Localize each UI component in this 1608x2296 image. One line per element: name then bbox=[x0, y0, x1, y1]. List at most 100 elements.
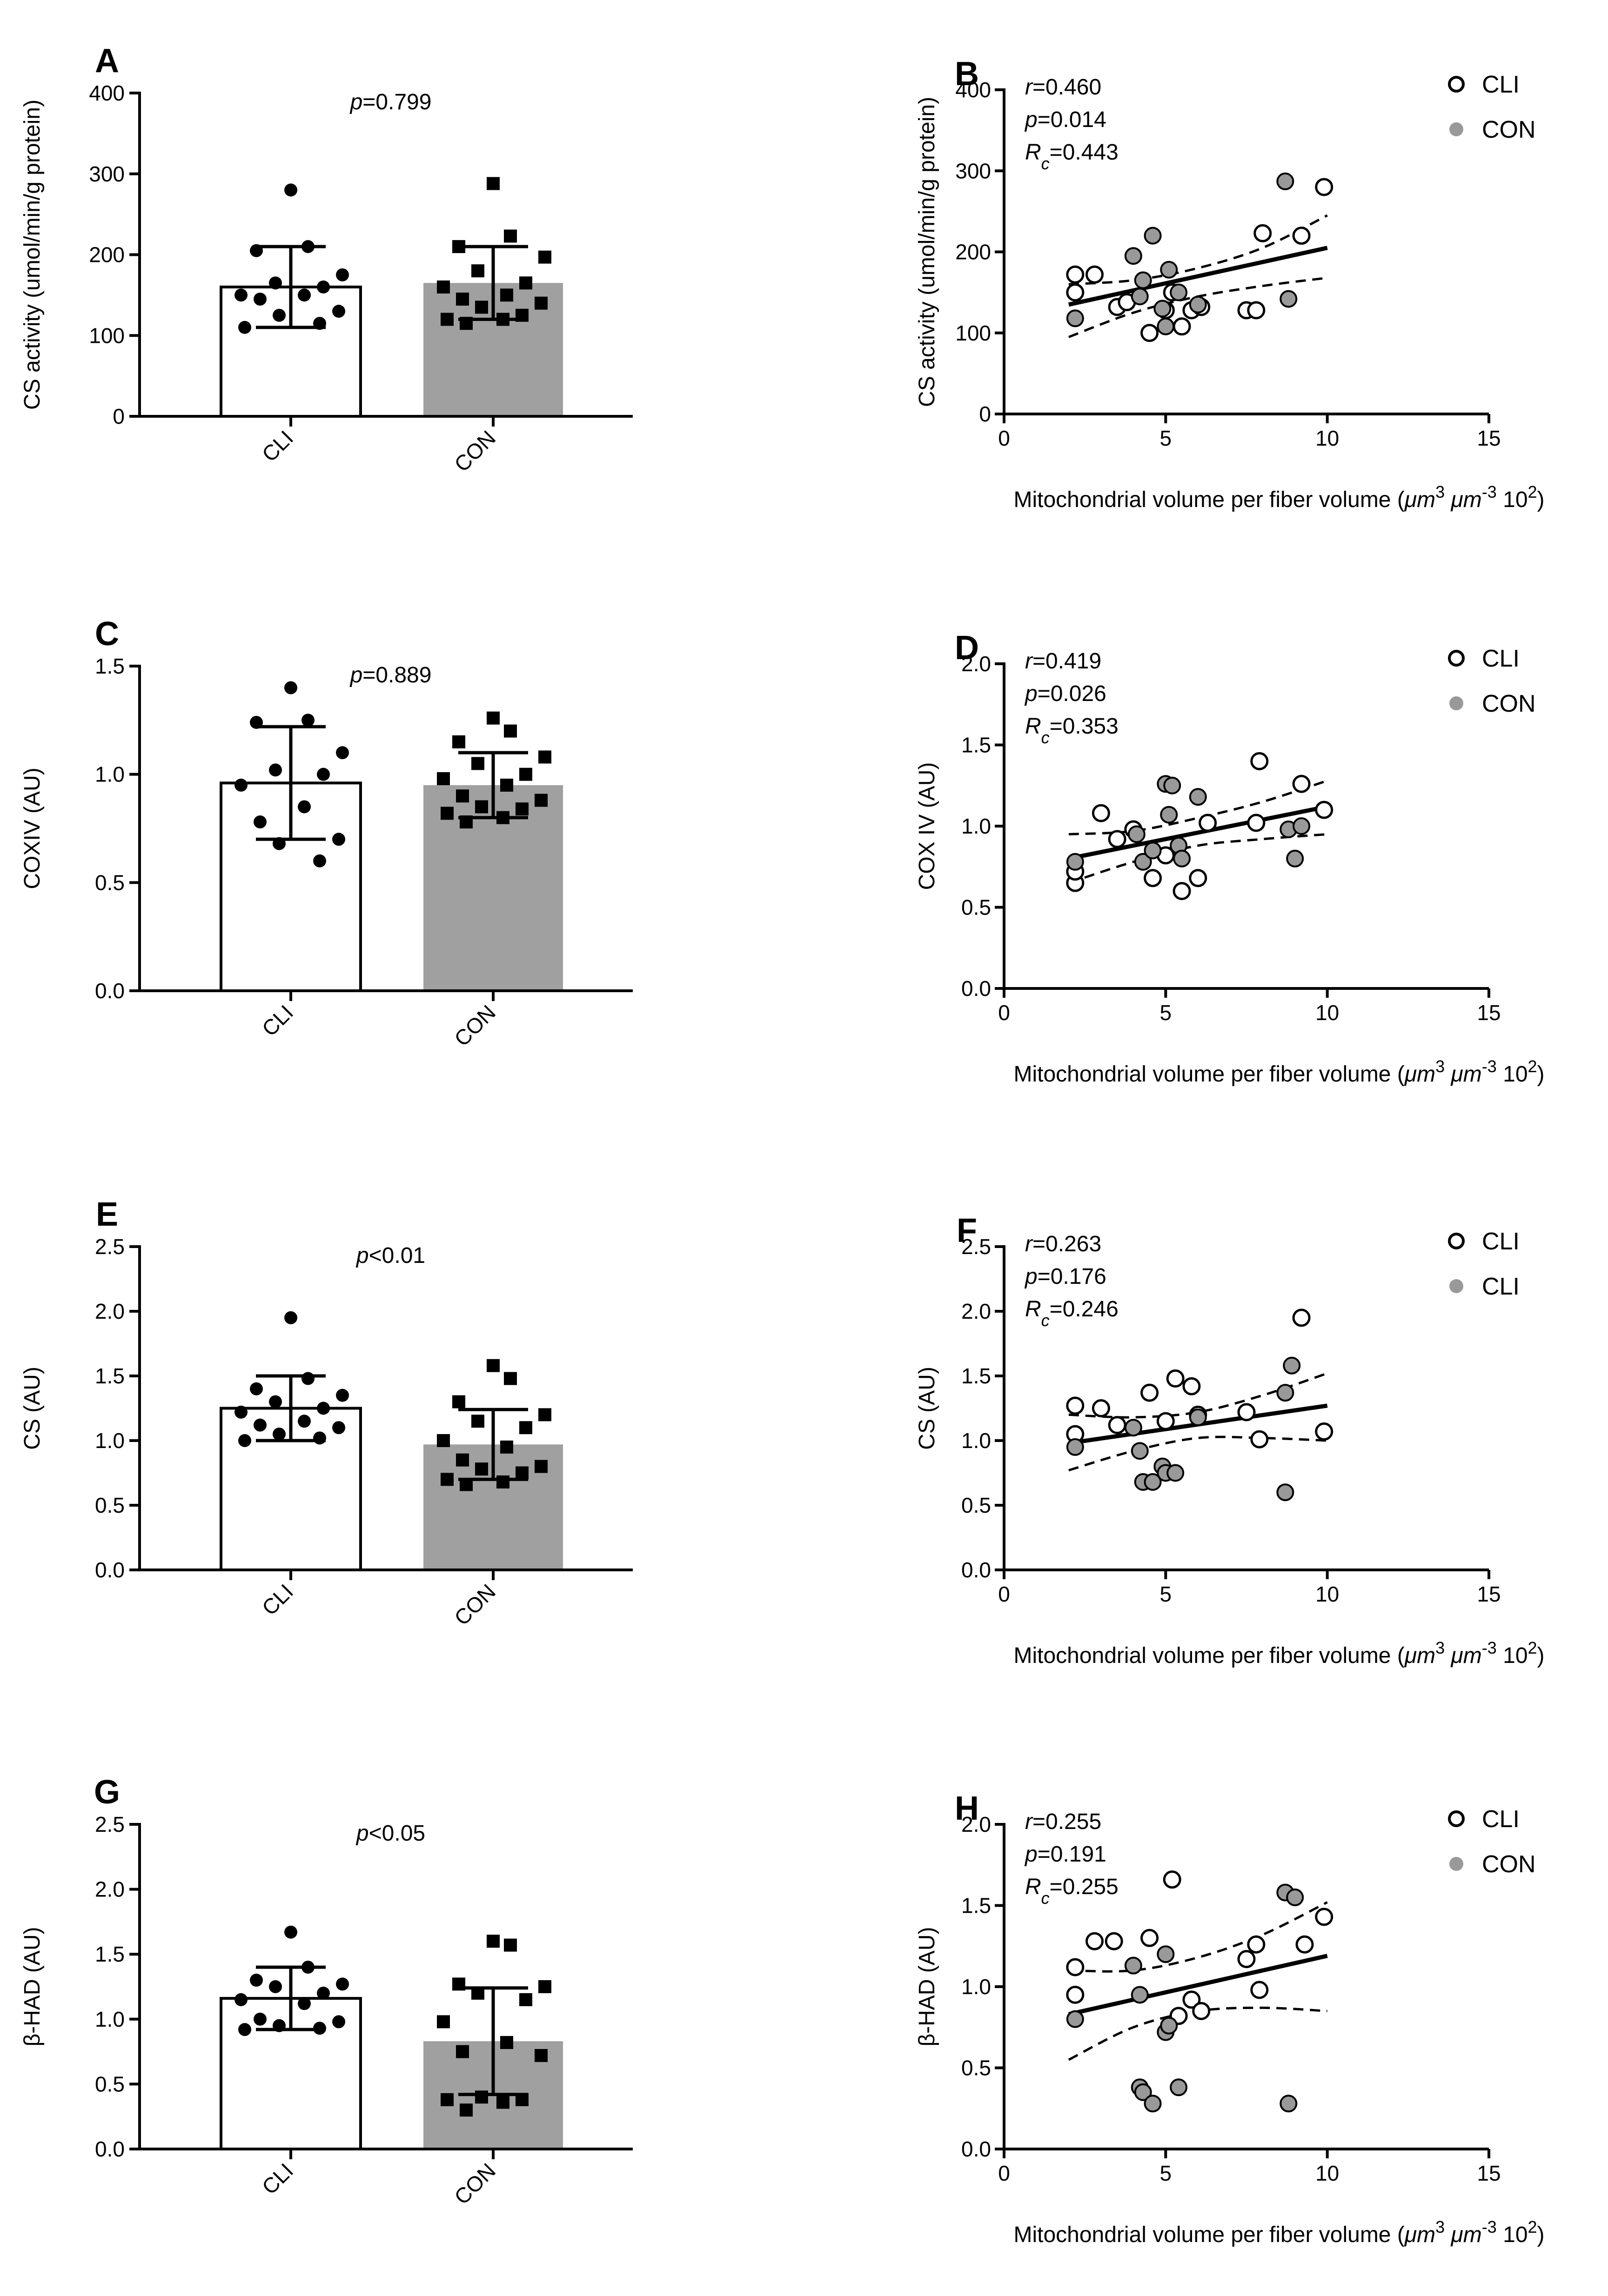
stat-r-symbol: r bbox=[1025, 1232, 1033, 1256]
data-point-cli bbox=[1237, 1950, 1256, 1969]
panel-letter: C bbox=[95, 615, 119, 653]
data-point-con bbox=[1144, 2095, 1162, 2113]
data-point-cli bbox=[269, 1395, 282, 1408]
x-label-exp: 3 bbox=[1435, 1057, 1445, 1076]
data-point-con bbox=[1131, 287, 1149, 306]
x-tick-label: 10 bbox=[1315, 1001, 1339, 1025]
stat-r-value: =0.460 bbox=[1032, 75, 1101, 100]
data-point-con bbox=[1066, 853, 1084, 871]
legend-marker-con bbox=[1449, 1857, 1463, 1871]
x-label-exp: 2 bbox=[1528, 1638, 1537, 1657]
y-tick-label: 0 bbox=[113, 404, 125, 428]
data-point-con bbox=[1189, 295, 1207, 314]
data-point-con bbox=[538, 1980, 551, 1993]
data-point-con bbox=[538, 250, 551, 264]
panel-d: D 0.0 0.5 1.0 1.5 2.0 0 5 10 15 COX IV (AU) Mitocho… bbox=[915, 629, 1545, 1087]
ci-lower-band bbox=[1068, 1435, 1327, 1472]
y-axis-label: CS (AU) bbox=[20, 1367, 45, 1450]
y-tick-label: 1.0 bbox=[961, 1975, 991, 1999]
x-label-exp: 3 bbox=[1435, 482, 1445, 501]
data-point-con bbox=[437, 2015, 450, 2029]
y-tick-label: 2.0 bbox=[961, 1299, 991, 1323]
x-tick-label: 15 bbox=[1477, 1001, 1501, 1025]
stat-rc-sub: c bbox=[1041, 728, 1050, 747]
data-point-cli bbox=[1163, 1870, 1181, 1889]
y-tick-label: 400 bbox=[955, 78, 991, 102]
y-tick-label: 1.5 bbox=[95, 654, 125, 678]
data-point-con bbox=[437, 772, 450, 785]
data-point-cli bbox=[284, 1925, 297, 1939]
data-point-cli bbox=[1166, 1369, 1185, 1388]
ci-upper-band bbox=[1068, 779, 1328, 835]
x-tick-label: 5 bbox=[1160, 426, 1172, 450]
p-value: <0.01 bbox=[369, 1243, 425, 1268]
data-point-cli bbox=[1192, 2002, 1211, 2020]
legend-marker-cli bbox=[1448, 650, 1465, 667]
data-point-cli bbox=[1315, 801, 1333, 819]
stat-rc-value: =0.353 bbox=[1050, 714, 1119, 739]
data-point-con bbox=[1124, 1956, 1142, 1975]
p-value-annotation: p=0.889 bbox=[349, 663, 432, 687]
y-tick-label: 0 bbox=[979, 402, 991, 426]
stat-r-symbol: r bbox=[1025, 1809, 1033, 1834]
data-point-cli bbox=[254, 2012, 267, 2026]
data-point-con bbox=[1160, 2016, 1178, 2035]
data-point-cli bbox=[1292, 1308, 1311, 1327]
x-label-exp: 2 bbox=[1528, 2217, 1537, 2236]
data-point-con bbox=[500, 1440, 513, 1454]
legend-marker-cli bbox=[1448, 76, 1465, 93]
data-point-con bbox=[535, 794, 548, 807]
data-point-cli bbox=[1315, 178, 1333, 196]
y-tick-label: 100 bbox=[955, 321, 991, 345]
legend-marker-con bbox=[1449, 1279, 1463, 1293]
data-point-con bbox=[456, 1453, 469, 1467]
y-tick-label: 0.5 bbox=[95, 2072, 125, 2096]
y-tick-label: 2.5 bbox=[961, 1235, 991, 1259]
panel-f: F 0.0 0.5 1.0 1.5 2.0 2.5 0 5 10 15 CS (AU) Mitochon… bbox=[915, 1212, 1545, 1668]
x-label-exp: -3 bbox=[1482, 1638, 1497, 1657]
data-point-con bbox=[460, 2103, 473, 2117]
x-label-text: Mitochondrial volume per fiber volume ( bbox=[1013, 487, 1404, 512]
x-label-ten: 10 bbox=[1497, 1062, 1528, 1087]
stat-p-value: =0.026 bbox=[1038, 681, 1106, 706]
data-point-cli bbox=[1066, 265, 1085, 284]
y-tick-label: 0.5 bbox=[961, 2056, 991, 2080]
regression-line bbox=[1068, 804, 1328, 861]
panel-letter: F bbox=[957, 1212, 977, 1249]
y-tick-label: 0.5 bbox=[95, 1493, 125, 1517]
stat-rc-symbol: R bbox=[1025, 1297, 1041, 1322]
data-point-cli bbox=[1292, 774, 1311, 793]
stat-r-value: =0.255 bbox=[1032, 1809, 1101, 1834]
data-point-cli bbox=[332, 1421, 345, 1435]
data-point-con bbox=[1189, 788, 1207, 806]
data-point-cli bbox=[1189, 869, 1207, 888]
x-tick-label: 15 bbox=[1477, 1582, 1501, 1606]
x-tick-label: 10 bbox=[1315, 2161, 1339, 2185]
data-point-con bbox=[1276, 172, 1294, 190]
data-point-cli bbox=[238, 2023, 251, 2036]
p-value: <0.05 bbox=[369, 1821, 425, 1846]
x-label-close: ) bbox=[1537, 1643, 1545, 1668]
data-point-cli bbox=[336, 746, 349, 760]
data-point-cli bbox=[1085, 265, 1104, 284]
p-symbol: p bbox=[349, 663, 363, 687]
data-point-cli bbox=[284, 183, 297, 197]
y-axis-label: β-HAD (AU) bbox=[20, 1927, 45, 2047]
y-tick-label: 0.0 bbox=[961, 1558, 991, 1582]
data-point-con bbox=[441, 807, 454, 820]
data-point-cli bbox=[250, 1974, 263, 1987]
x-label-text: Mitochondrial volume per fiber volume ( bbox=[1013, 1062, 1404, 1087]
data-point-con bbox=[1170, 283, 1188, 301]
data-point-con bbox=[1286, 849, 1304, 868]
data-point-con bbox=[519, 1421, 532, 1435]
stat-p-value: =0.191 bbox=[1038, 1842, 1106, 1867]
data-point-con bbox=[1131, 1986, 1149, 2004]
data-point-con bbox=[456, 293, 469, 306]
x-label-close: ) bbox=[1537, 1062, 1545, 1087]
data-point-cli bbox=[298, 800, 311, 814]
data-point-con bbox=[1170, 2078, 1188, 2096]
y-tick-label: 0.0 bbox=[961, 2137, 991, 2161]
